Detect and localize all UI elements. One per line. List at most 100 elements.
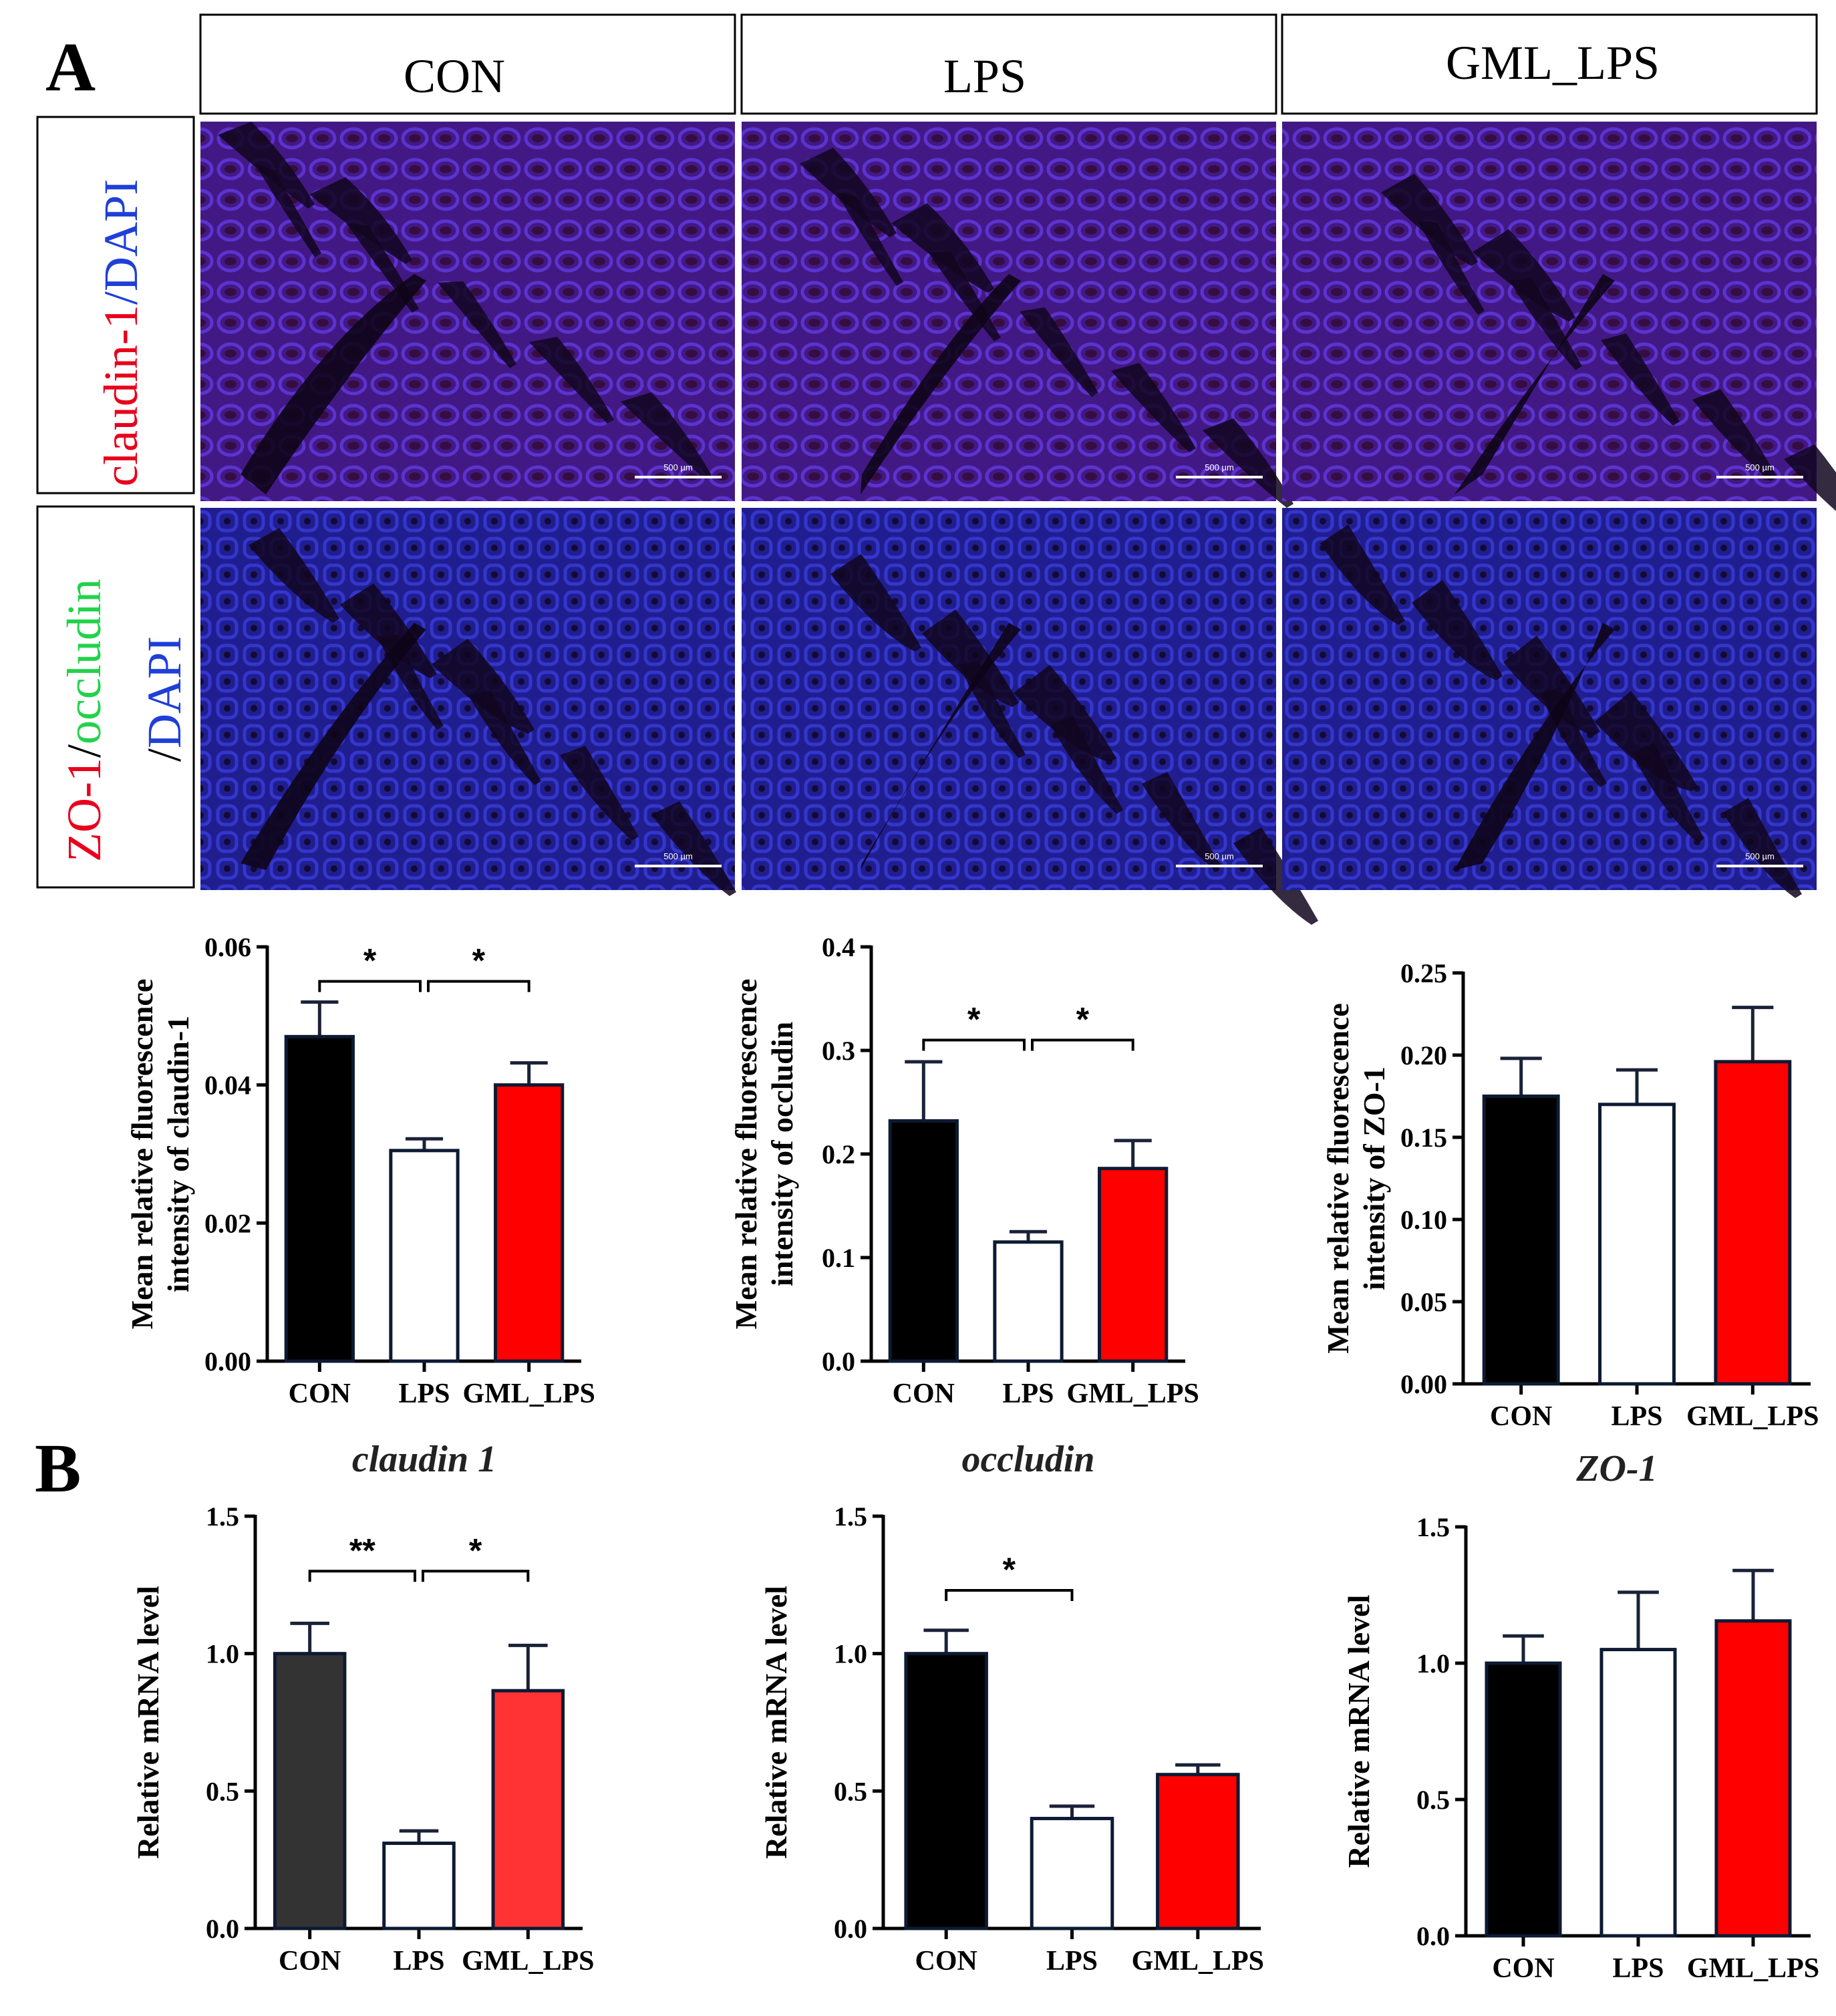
- tissue-channel: [836, 192, 903, 286]
- x-tick-label: LPS: [393, 1946, 444, 1977]
- significance-bracket: [945, 1589, 1074, 1602]
- scale-bar-label: 500 µm: [1205, 851, 1234, 861]
- tissue-channel: [830, 554, 921, 652]
- x-tick-label: CON: [915, 1946, 977, 1977]
- row2-label-dapi: DAPI: [138, 636, 191, 748]
- tissue-lumen: [861, 274, 1021, 494]
- y-axis-label: intensity of claudin-1: [161, 1016, 195, 1292]
- micrograph-grid: 500 µm 500 µm 500 µm 500 µm 500 µm 500 µm: [200, 122, 1836, 925]
- bar-con: [888, 1119, 959, 1363]
- tissue-channel: [800, 148, 897, 237]
- row2-label-zo1: ZO-1: [57, 758, 111, 862]
- chart-b3: 0.0 0.5 1.0 1.5 CON LPS GML_LPS Relative mRNA l…: [1342, 1512, 1819, 1984]
- tissue-channel: [529, 337, 614, 424]
- panel-label-a: A: [45, 29, 96, 106]
- bar-lps: [382, 1841, 456, 1930]
- gene-label: ZO-1: [1575, 1448, 1657, 1489]
- x-tick-label: CON: [1490, 1401, 1552, 1432]
- gene-label: occludin: [961, 1439, 1094, 1480]
- y-axis-label: Mean relative fluorescence: [729, 979, 763, 1330]
- bar-lps: [993, 1240, 1064, 1363]
- tissue-channel: [1595, 691, 1698, 791]
- tissue-channel: [1784, 444, 1836, 511]
- tissue-channel: [1020, 307, 1098, 397]
- row2-label-slash2: /: [138, 748, 191, 762]
- header-con: CON: [404, 49, 505, 103]
- row1-label-dapi: /DAPI: [94, 179, 148, 305]
- x-tick-label: LPS: [1002, 1379, 1054, 1409]
- y-tick-label: 0.15: [1400, 1123, 1447, 1153]
- tissue-channel: [1692, 389, 1777, 481]
- tissue-channel: [255, 164, 321, 257]
- tissue-channel: [1509, 278, 1582, 370]
- tissue-channel: [1601, 333, 1680, 426]
- significance-label: *: [472, 942, 486, 980]
- tissue-channel: [922, 609, 1019, 707]
- y-tick-label: 1.0: [206, 1639, 239, 1669]
- y-tick-label: 0.5: [206, 1776, 239, 1806]
- significance-label: *: [363, 942, 377, 980]
- significance-label: *: [967, 1001, 981, 1038]
- x-tick-label: GML_LPS: [462, 1379, 595, 1409]
- tissue-channel: [249, 528, 339, 623]
- x-tick-label: LPS: [1612, 1953, 1664, 1984]
- tissue-lumen: [241, 623, 426, 870]
- y-tick-label: 0.10: [1400, 1205, 1447, 1235]
- x-tick-label: GML_LPS: [462, 1946, 594, 1977]
- bar-lps: [1030, 1816, 1114, 1930]
- tissue-lumen: [241, 274, 426, 494]
- tissue-channel: [651, 801, 736, 896]
- tissue-channel: [340, 583, 437, 678]
- x-tick-label: CON: [289, 1379, 351, 1409]
- y-tick-label: 0.0: [822, 1346, 855, 1377]
- panel-label-b: B: [35, 1430, 81, 1507]
- row-labels: claudin-1/DAPI ZO-1/occludin /DAPI: [36, 116, 195, 889]
- row2-label-slash1: /: [57, 744, 111, 758]
- tissue-channel: [1723, 798, 1802, 898]
- micrograph-r1-lps: 500 µm: [742, 122, 1293, 508]
- y-tick-label: 1.0: [834, 1639, 867, 1669]
- x-tick-label: LPS: [1611, 1401, 1662, 1432]
- row1-label: claudin-1/DAPI: [94, 179, 148, 486]
- scale-bar-label: 500 µm: [663, 462, 693, 472]
- y-axis-label: intensity of occludin: [765, 1022, 799, 1286]
- x-tick-label: GML_LPS: [1687, 1953, 1819, 1984]
- tissue-channel: [1503, 635, 1600, 736]
- micrograph-r1-con: 500 µm: [200, 122, 735, 501]
- tissue-channel: [1473, 229, 1575, 321]
- tissue-channel: [218, 122, 315, 208]
- tissue-channel: [1412, 580, 1503, 680]
- significance-bracket: [308, 1570, 416, 1582]
- y-tick-label: 0.2: [822, 1139, 855, 1169]
- scale-bar-label: 500 µm: [663, 851, 693, 861]
- y-tick-label: 0.3: [822, 1036, 855, 1066]
- tissue-channel: [1014, 665, 1116, 762]
- tissue-channel: [1418, 221, 1485, 315]
- x-tick-label: CON: [1492, 1953, 1554, 1984]
- y-tick-label: 1.5: [834, 1501, 867, 1532]
- gene-label: claudin 1: [352, 1439, 496, 1480]
- y-tick-label: 0.05: [1400, 1287, 1447, 1317]
- tissue-channel: [1203, 418, 1293, 508]
- x-tick-label: GML_LPS: [1132, 1946, 1264, 1977]
- chart-a3: 0.00 0.05 0.10 0.15 0.20 0.25 CON LPS GML_LPS Mea…: [1321, 958, 1819, 1489]
- y-tick-label: 0.0: [1416, 1921, 1450, 1951]
- y-tick-label: 1.5: [1416, 1512, 1450, 1542]
- tissue-channel: [560, 746, 639, 841]
- tissue-channel: [1111, 363, 1196, 452]
- y-tick-label: 0.02: [204, 1208, 251, 1238]
- chart-b2: 0.0 0.5 1.0 1.5 CON LPS GML_LPS * Relative mRNA …: [759, 1501, 1264, 1977]
- significance-bracket: [318, 980, 422, 992]
- y-axis-label: intensity of ZO-1: [1357, 1066, 1391, 1290]
- y-tick-label: 0.00: [1400, 1369, 1447, 1399]
- micrograph-r2-gml_lps: 500 µm: [1282, 508, 1817, 898]
- chart-a2: 0.0 0.1 0.2 0.3 0.4 CON LPS GML_LPS * * Mean relat…: [729, 932, 1199, 1480]
- row2-label-occludin: occludin: [57, 579, 111, 744]
- header-gml-lps: GML_LPS: [1446, 36, 1660, 90]
- x-tick-label: CON: [893, 1379, 955, 1409]
- header-box-lps: [740, 13, 1277, 115]
- row2-label-box: [36, 505, 195, 889]
- significance-bracket: [922, 1038, 1026, 1051]
- y-axis-label: Mean relative fluorescence: [1321, 1003, 1355, 1354]
